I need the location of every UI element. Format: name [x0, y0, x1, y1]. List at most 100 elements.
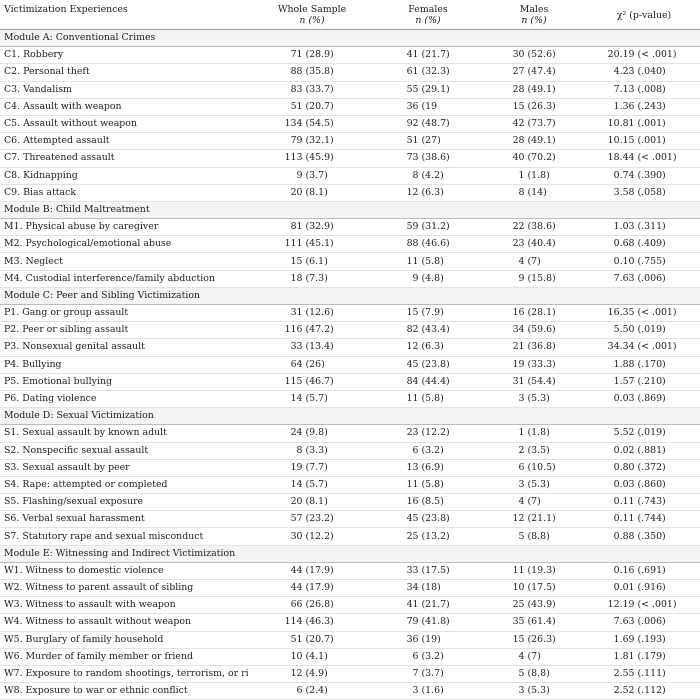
- chi-square-cell-paren: (< .001): [637, 152, 677, 164]
- whole-sample-cell-count: 114: [284, 616, 303, 628]
- row-label: S1. Sexual assault by known adult: [0, 424, 248, 443]
- whole-sample-cell-paren: (33.7): [305, 83, 334, 95]
- males-cell: 35 (61.4): [480, 613, 588, 632]
- chi-square-cell-paren: (.170): [637, 358, 666, 370]
- chi-square-cell-count: 2.52: [613, 685, 635, 697]
- females-cell-count: 79: [406, 616, 419, 628]
- table-body: Module A: Conventional Crimes C1. Robbery…: [0, 28, 700, 700]
- females-cell: 84 (44.4): [376, 373, 480, 391]
- chi-square-cell-count: 0.68: [613, 238, 635, 250]
- males-cell-count: 42: [512, 118, 525, 130]
- whole-sample-cell-count: 31: [290, 307, 303, 319]
- females-cell: 6 (3.2): [376, 442, 480, 460]
- males-cell-paren: (5.3): [527, 393, 550, 405]
- males-cell-paren: (15.8): [527, 272, 556, 284]
- females-cell-count: 61: [406, 66, 419, 78]
- females-cell-paren: (3.2): [421, 650, 444, 662]
- chi-square-cell-count: 1.36: [613, 100, 635, 112]
- whole-sample-cell-paren: (17.9): [305, 564, 334, 576]
- whole-sample-cell: 79 (32.1): [248, 132, 376, 151]
- males-cell-count: 30: [512, 49, 525, 61]
- chi-square-cell: 7.13 (.008): [588, 81, 700, 99]
- whole-sample-cell-count: 111: [284, 238, 303, 250]
- whole-sample-cell: 83 (33.7): [248, 81, 376, 99]
- chi-square-cell-count: 3.58: [613, 186, 635, 198]
- whole-sample-cell: 15 (6.1): [248, 252, 376, 271]
- females-cell-count: 84: [406, 375, 419, 387]
- females-cell-paren: (43.4): [421, 324, 450, 336]
- females-cell-count: 15: [406, 307, 419, 319]
- whole-sample-cell-count: 71: [290, 49, 303, 61]
- females-cell-paren: (1.6): [421, 685, 444, 697]
- whole-sample-cell: 51 (20.7): [248, 98, 376, 116]
- table-row: S4. Rape: attempted or completed 14 (5.7) 1…: [0, 476, 700, 495]
- females-cell-paren: (32.3): [421, 66, 450, 78]
- chi-square-cell-count: 12.19: [607, 599, 635, 611]
- males-cell-count: 27: [512, 66, 525, 78]
- males-cell: 21 (36.8): [480, 338, 588, 357]
- whole-sample-cell: 114 (46.3): [248, 613, 376, 632]
- females-cell-paren: (6.9): [421, 461, 444, 473]
- chi-square-cell: 16.35 (< .001): [588, 304, 700, 323]
- chi-square-cell: 0.16 (.691): [588, 562, 700, 581]
- whole-sample-cell-paren: (28.9): [305, 49, 334, 61]
- females-cell-paren: (41.8): [421, 616, 450, 628]
- females-cell-count: 45: [406, 358, 419, 370]
- males-cell: 10 (17.5): [480, 579, 588, 598]
- whole-sample-cell-paren: (5.7): [305, 393, 328, 405]
- males-cell-count: 28: [512, 135, 525, 147]
- males-cell-paren: (52.6): [527, 49, 556, 61]
- whole-sample-cell-paren: (46.3): [305, 616, 334, 628]
- whole-sample-cell: 14 (5.7): [248, 476, 376, 495]
- row-label: S5. Flashing/sexual exposure: [0, 493, 248, 512]
- chi-square-cell-count: 10.15: [607, 135, 635, 147]
- row-label: W6. Murder of family member or friend: [0, 648, 248, 666]
- females-cell: 41 (21.7): [376, 46, 480, 65]
- whole-sample-cell: 31 (12.6): [248, 304, 376, 323]
- chi-square-cell-paren: (.744): [637, 513, 666, 525]
- males-cell-paren: (5.3): [527, 685, 550, 697]
- males-cell: 3 (5.3): [480, 682, 588, 700]
- whole-sample-cell: 20 (8.1): [248, 493, 376, 512]
- whole-sample-cell: 10 (4.1): [248, 648, 376, 666]
- females-cell-count: 9: [412, 272, 419, 284]
- chi-square-cell: 18.44 (< .001): [588, 149, 700, 168]
- females-cell: 33 (17.5): [376, 562, 480, 581]
- chi-square-cell-count: 0.88: [613, 530, 635, 542]
- males-cell-count: 15: [512, 100, 525, 112]
- table-row: C4. Assault with weapon 51 (20.7) 36 (19 15 (2…: [0, 98, 700, 116]
- table-header: Victimization Experiences Whole Sample n…: [0, 1, 700, 30]
- table-row: C6. Attempted assault 79 (32.1) 51 (27) 28 (49…: [0, 132, 700, 151]
- chi-square-cell: 0.01 (.916): [588, 579, 700, 598]
- chi-square-cell-count: 18.44: [607, 152, 635, 164]
- males-cell-count: 25: [512, 599, 525, 611]
- whole-sample-cell: 57 (23.2): [248, 510, 376, 529]
- females-cell-paren: (21.7): [421, 49, 450, 61]
- chi-square-cell-count: 16.35: [607, 307, 635, 319]
- males-cell-count: 3: [518, 685, 525, 697]
- males-cell-paren: (5.3): [527, 478, 550, 490]
- row-label: M2. Psychological/emotional abuse: [0, 235, 248, 254]
- females-cell: 9 (4.8): [376, 270, 480, 288]
- chi-square-cell-paren: (.916): [637, 582, 666, 594]
- table-row: S5. Flashing/sexual exposure 20 (8.1) 16 (8.…: [0, 493, 700, 512]
- males-cell-count: 34: [512, 324, 525, 336]
- whole-sample-cell-paren: (4.1): [305, 650, 328, 662]
- table-row: C9. Bias attack 20 (8.1) 12 (6.3) 8 (14) 3.58 (.…: [0, 184, 700, 202]
- whole-sample-cell: 134 (54.5): [248, 115, 376, 134]
- table-row: C8. Kidnapping 9 (3.7) 8 (4.2) 1 (1.8) 0.74 (.39…: [0, 167, 700, 185]
- females-cell-paren: (3.2): [421, 444, 444, 456]
- chi-square-cell-count: 1.57: [613, 375, 635, 387]
- whole-sample-cell-count: 113: [284, 152, 303, 164]
- males-cell-paren: (43.9): [527, 599, 556, 611]
- header-whole-sample-unit: n (%): [299, 15, 325, 26]
- table-row: P5. Emotional bullying 115 (46.7) 84 (44.4) 3…: [0, 373, 700, 391]
- chi-square-cell-paren: (.691): [637, 564, 666, 576]
- row-label: P3. Nonsexual genital assault: [0, 338, 248, 357]
- males-cell: 42 (73.7): [480, 115, 588, 134]
- females-cell: 61 (32.3): [376, 63, 480, 82]
- females-cell: 13 (6.9): [376, 459, 480, 477]
- females-cell: 7 (3.7): [376, 665, 480, 684]
- males-cell: 5 (8.8): [480, 665, 588, 684]
- chi-square-cell-paren: (< .001): [637, 49, 677, 61]
